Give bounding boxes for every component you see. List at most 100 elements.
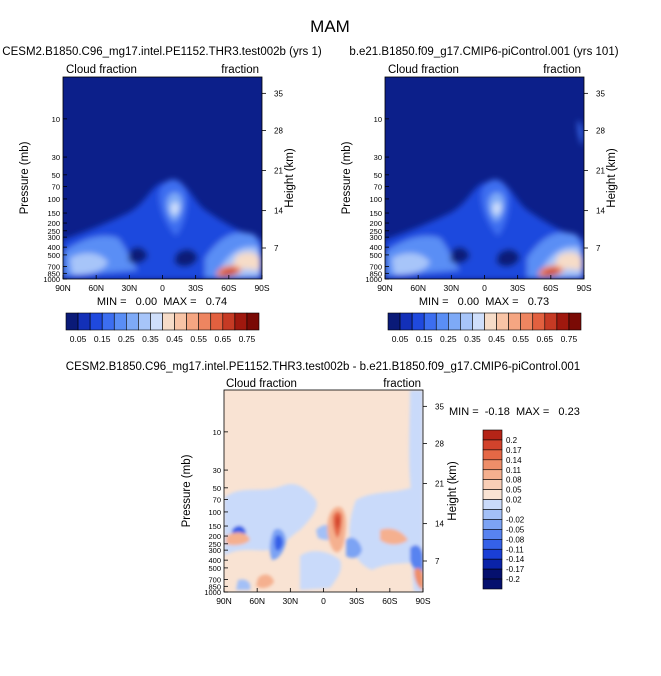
panel-3-y-tick-label: 200	[208, 532, 221, 541]
panel-3-colorbar-label: 0.17	[506, 446, 522, 455]
panel-3-right-label: fraction	[383, 378, 421, 390]
panel-3-y-tick-label: 300	[208, 546, 221, 555]
panel-3-x-tick-label: 90N	[216, 596, 232, 606]
panel-3-colorbar-box-15	[482, 578, 503, 590]
panel-2-colorbar-box-2	[411, 312, 425, 331]
panel-2-colorbar-box-12	[532, 312, 546, 331]
panel-1-x-tick-label: 90S	[254, 283, 269, 293]
panel-2-y-tick-label: 250	[369, 227, 382, 236]
panel-3-y-tick-label: 100	[208, 508, 221, 517]
panel-2-y2-tick-label: 21	[596, 166, 605, 175]
panel-1-y2-tick-label: 35	[274, 89, 283, 98]
panel-1-contour-field	[63, 179, 262, 279]
panel-3-y-tick-label: 500	[208, 564, 221, 573]
panel-2-colorbar-box-0	[387, 312, 401, 331]
panel-2-colorbar-label: 0.75	[561, 334, 578, 344]
panel-3-y-tick-label: 30	[213, 466, 221, 475]
panel-1-colorbar-label: 0.05	[70, 334, 87, 344]
panel-2-colorbar-box-3	[423, 312, 437, 331]
panel-2-x-tick-label: 60N	[410, 283, 426, 293]
panel-1-colorbar-label: 0.55	[190, 334, 207, 344]
panel-1-colorbar-label: 0.25	[118, 334, 135, 344]
panel-3-colorbar-box-14	[482, 568, 503, 580]
panel-2-colorbar-box-6	[460, 312, 473, 331]
panel-3-colorbar-label: 0.08	[506, 476, 522, 485]
panel-1-x-tick-label: 30S	[188, 283, 203, 293]
panel-2-right-label: fraction	[543, 64, 581, 76]
panel-3-colorbar-box-1	[482, 439, 503, 451]
panel-2-x-tick-label: 60S	[543, 283, 558, 293]
panel-3-y-tick-label: 10	[213, 428, 221, 437]
panel-3-y-tick-label: 250	[208, 540, 221, 549]
panel-3-colorbar-label: -0.2	[506, 575, 520, 584]
panel-3-colorbar-box-0	[482, 429, 503, 441]
panel-1-x-tick-label: 60S	[221, 283, 236, 293]
panel-2-y2-tick-label: 7	[596, 244, 601, 253]
panel-1-x-tick-label: 30N	[122, 283, 138, 293]
panel-3-colorbar-box-4	[482, 469, 503, 480]
panel-2-colorbar-box-13	[544, 312, 558, 331]
panel-1-colorbar-box-7	[150, 312, 163, 331]
panel-2-colorbar-box-4	[435, 312, 449, 331]
panel-2-stats: MIN = 0.00 MAX = 0.73	[419, 296, 549, 308]
panel-1-colorbar-box-10	[186, 312, 199, 331]
panel-3-colorbar-label: 0.14	[506, 456, 522, 465]
panel-3-colorbar-label: 0.02	[506, 496, 522, 505]
panel-3-x-tick-label: 60N	[249, 596, 265, 606]
panel-3-x-tick-label: 0	[321, 596, 326, 606]
panel-3-y-axis-label: Pressure (mb)	[181, 454, 193, 527]
panel-2-x-tick-label: 90N	[377, 283, 393, 293]
panel-2-colorbar-box-14	[556, 312, 570, 331]
panel-3-contour-field	[224, 390, 423, 592]
panel-3-colorbar-label: -0.17	[506, 565, 525, 574]
panel-3-colorbar-label: 0.05	[506, 486, 522, 495]
panel-1-colorbar-box-12	[210, 312, 224, 331]
panel-2-colorbar-label: 0.45	[488, 334, 505, 344]
panel-3: CESM2.B1850.C96_mg17.intel.PE1152.THR3.t…	[66, 361, 580, 606]
panel-2-axes: 90N 60N 30N 0 30S 60S 90S103050701001502002503…	[365, 89, 605, 293]
panel-2-colorbar-label: 0.25	[440, 334, 457, 344]
panel-2-y-tick-label: 70	[374, 183, 382, 192]
panel-2-y2-axis-label: Height (km)	[606, 148, 618, 208]
panel-3-y2-tick-label: 28	[435, 440, 444, 449]
panel-3-colorbar-label: 0	[506, 506, 511, 515]
panel-1-colorbar-box-8	[162, 312, 175, 331]
panel-3-y-tick-label: 50	[213, 484, 221, 493]
panel-1-colorbar: 0.05 0.15 0.25 0.35 0.45 0.55 0.65 0.75	[65, 312, 260, 344]
panel-1-y-tick-label: 30	[52, 153, 60, 162]
panel-2-title: b.e21.B1850.f09_g17.CMIP6-piControl.001 …	[349, 46, 618, 58]
panel-1-x-tick-label: 60N	[88, 283, 104, 293]
panel-1-colorbar-box-11	[198, 312, 212, 331]
panel-3-stats: MIN = -0.18 MAX = 0.23	[449, 406, 580, 418]
panel-1-y-tick-label: 700	[47, 263, 60, 272]
panel-3-colorbar-box-11	[482, 539, 503, 550]
panel-1-y-axis-label: Pressure (mb)	[19, 141, 31, 214]
panel-2-y-tick-label: 30	[374, 153, 382, 162]
panel-1-colorbar-box-4	[113, 312, 127, 331]
panel-1-title: CESM2.B1850.C96_mg17.intel.PE1152.THR3.t…	[2, 46, 322, 58]
panel-1-colorbar-box-1	[77, 312, 91, 331]
panel-1-colorbar-label: 0.65	[215, 334, 232, 344]
panel-3-colorbar-box-8	[482, 509, 503, 520]
panel-2-colorbar-box-10	[508, 312, 521, 331]
panel-1-left-label: Cloud fraction	[66, 64, 137, 76]
panel-1-y2-tick-label: 28	[274, 127, 283, 136]
panel-1-y-tick-label: 50	[52, 171, 60, 180]
panel-1-colorbar-label: 0.45	[166, 334, 183, 344]
panel-2-y-axis-label: Pressure (mb)	[341, 141, 353, 214]
panel-3-colorbar-box-5	[482, 479, 503, 490]
panel-2-x-tick-label: 0	[482, 283, 487, 293]
panel-1-x-tick-label: 90N	[55, 283, 71, 293]
panel-1-y2-tick-label: 14	[274, 207, 283, 216]
panel-2-colorbar-label: 0.15	[416, 334, 433, 344]
panel-3-y-tick-label: 700	[208, 576, 221, 585]
panel-2-colorbar-box-15	[568, 312, 582, 331]
panel-3-y2-tick-label: 35	[435, 402, 444, 411]
panel-1-y-tick-label: 300	[47, 233, 60, 242]
panel-2-y-tick-label: 500	[369, 251, 382, 260]
panel-2-y-tick-label: 1000	[365, 275, 382, 284]
panel-2-contour-field	[385, 120, 584, 279]
panel-1-y-tick-label: 100	[47, 195, 60, 204]
panel-2-colorbar: 0.05 0.15 0.25 0.35 0.45 0.55 0.65 0.75	[387, 312, 582, 344]
panel-3-y-tick-label: 400	[208, 556, 221, 565]
